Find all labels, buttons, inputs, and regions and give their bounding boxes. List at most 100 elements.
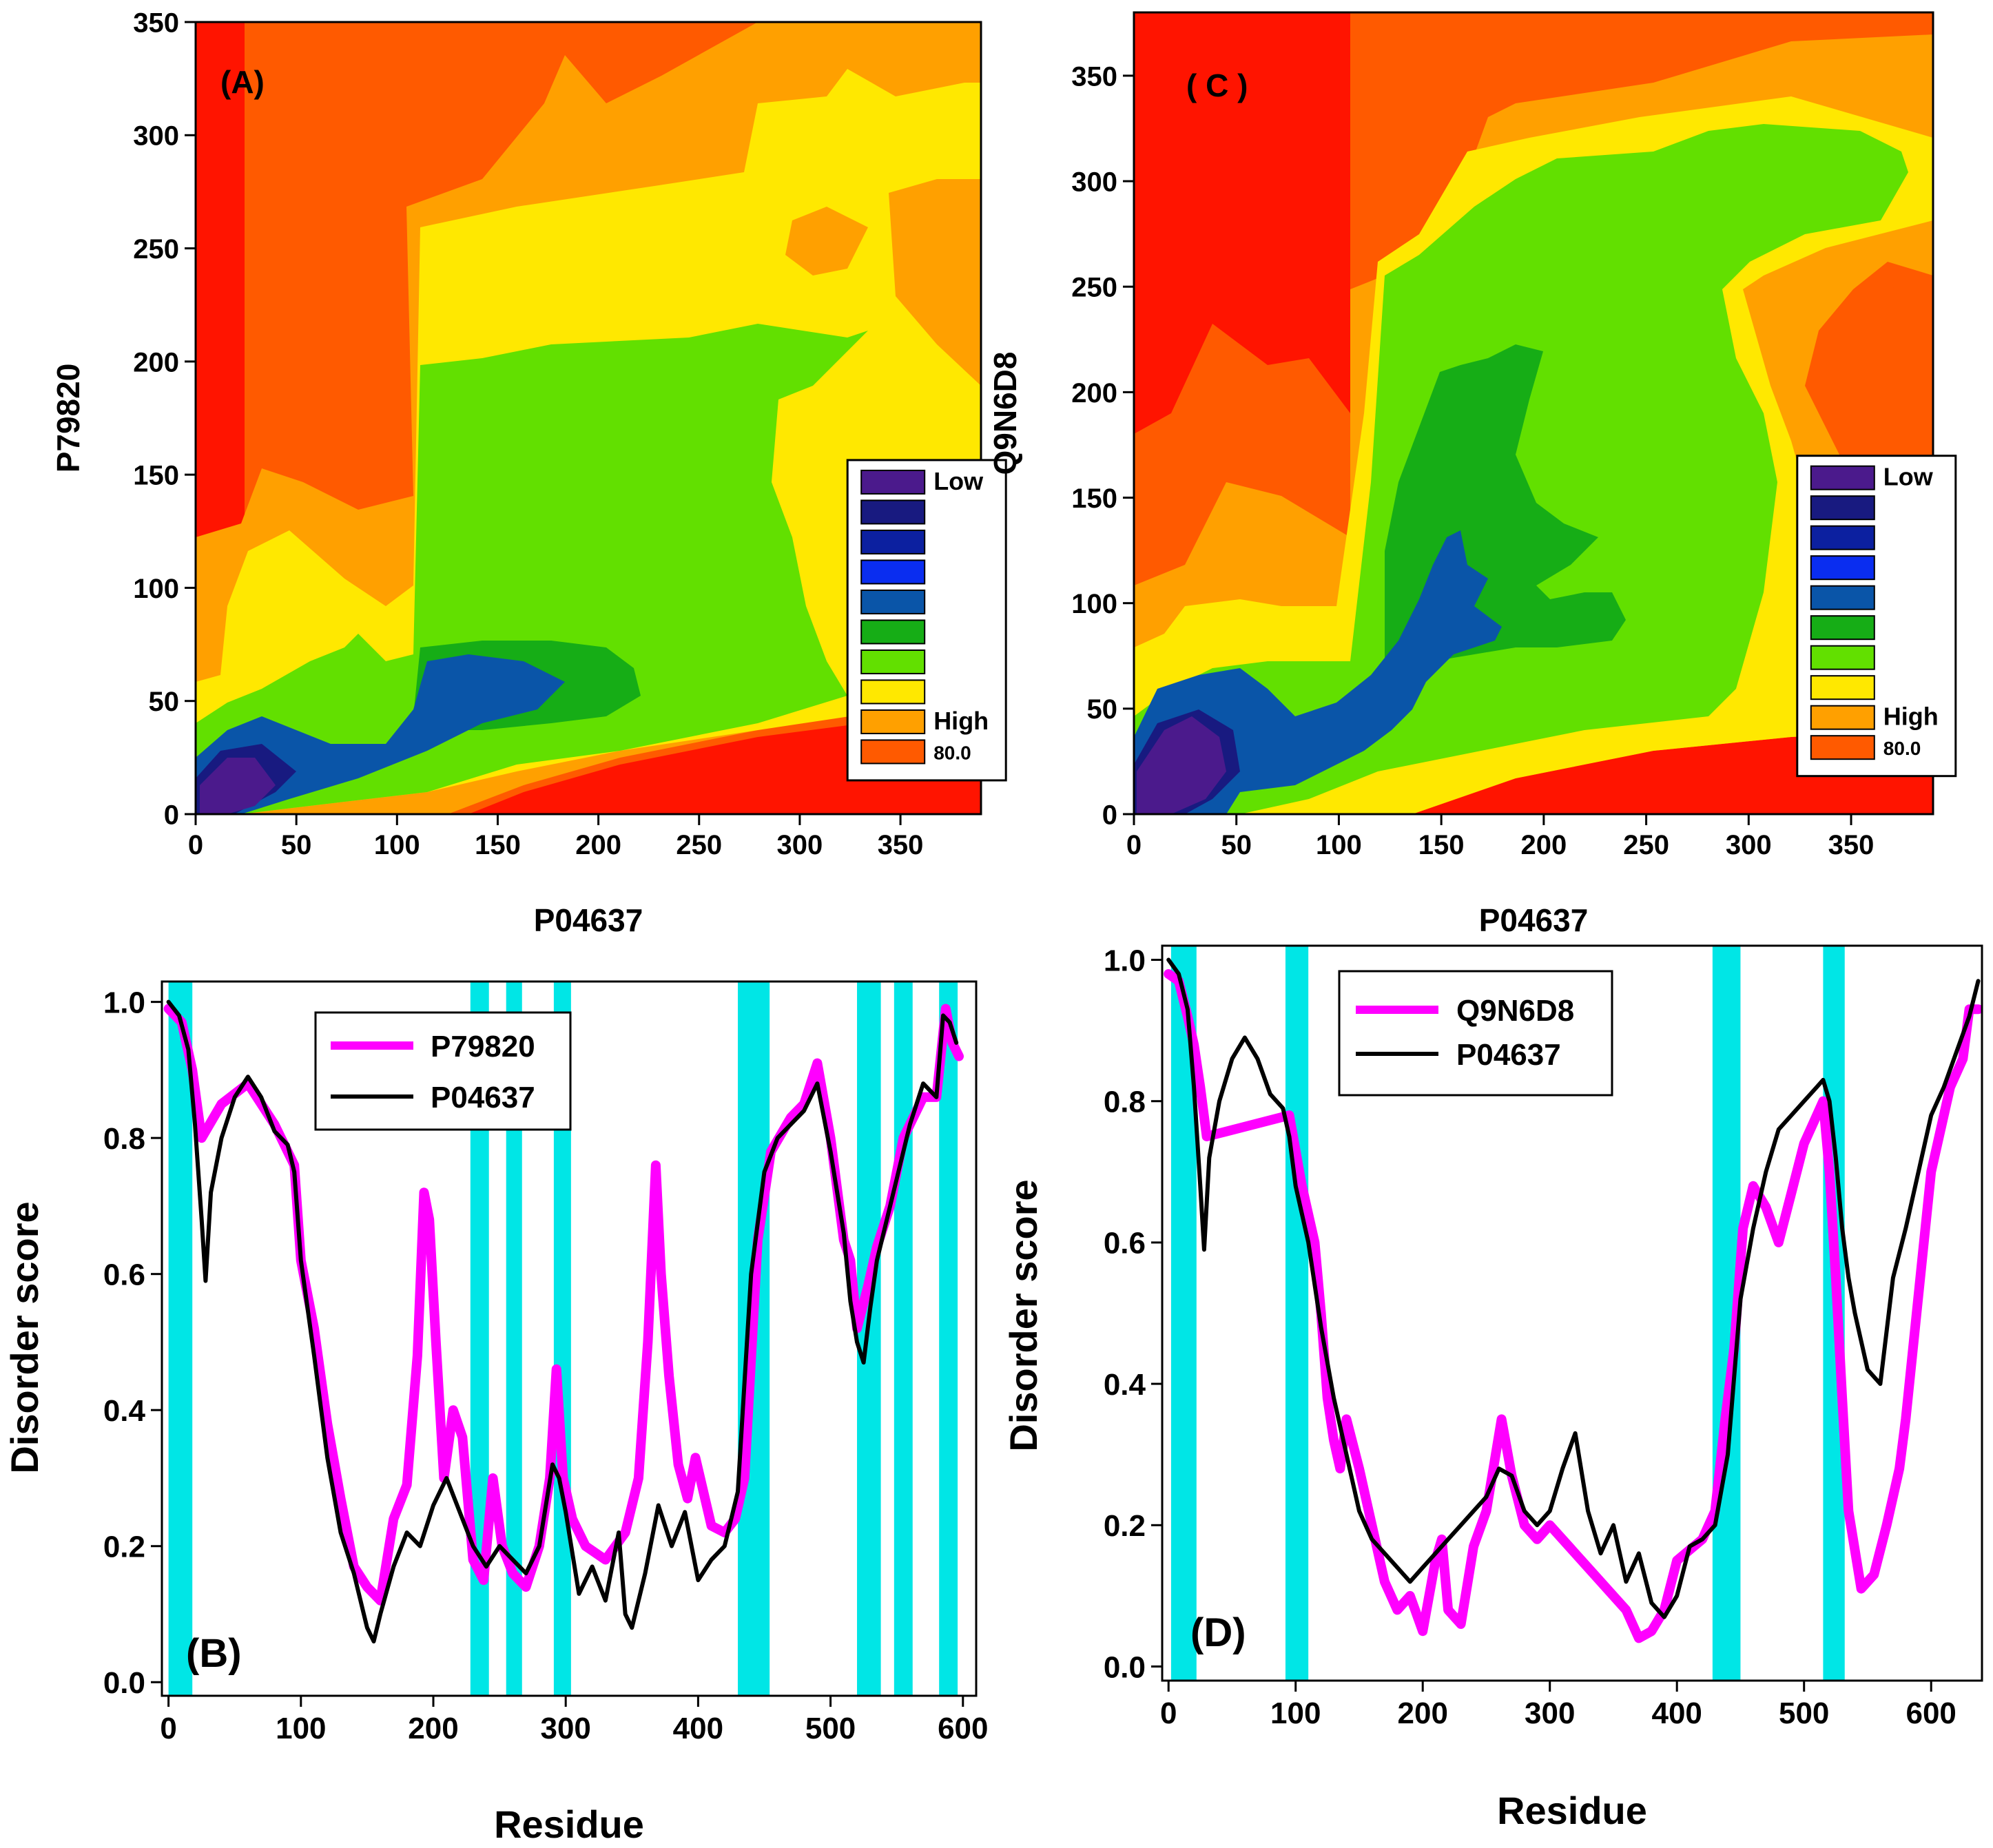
legend-box-d — [1338, 970, 1613, 1097]
line-panel-d: 0 100 200 300 400 500 600 0.0 0.2 0.4 0.6 0.8 1.0 Q9… — [1002, 944, 1983, 1832]
x-tick-label-b-500: 500 — [805, 1712, 856, 1745]
axes-frame-b — [161, 980, 978, 1697]
y-axis-title-b: Disorder score — [3, 1201, 46, 1473]
contour-panel-a: (A) Low High 80.0 0 50 100 150 200 250 300 350 0 50… — [50, 8, 1007, 938]
panel-label-a: (A) — [220, 64, 265, 100]
legend-swatch-c-1 — [1810, 495, 1875, 521]
legend-swatch-c-7 — [1810, 675, 1875, 700]
contour-band-green-light — [196, 324, 868, 814]
highlight-region-b-6 — [894, 982, 913, 1696]
x-tick-label-c-50: 50 — [1221, 830, 1252, 860]
x-tick-label-c-150: 150 — [1418, 830, 1465, 860]
y-tick-label-b-1.0: 1.0 — [103, 986, 145, 1019]
axes-b: 0 100 200 300 400 500 600 0.0 0.2 0.4 0.6 0.8 1.0 — [103, 986, 989, 1745]
x-tick-label-b-400: 400 — [673, 1712, 723, 1745]
highlight-region-b-5 — [857, 982, 881, 1696]
x-tick-label-b-200: 200 — [408, 1712, 458, 1745]
y-tick-label-a-50: 50 — [149, 687, 180, 717]
x-tick-label-c-0: 0 — [1126, 830, 1142, 860]
x-tick-label-a-250: 250 — [676, 830, 722, 860]
y-tick-label-d-0.8: 0.8 — [1104, 1086, 1146, 1119]
y-tick-label-a-300: 300 — [133, 121, 179, 152]
legend-swatch-a-3 — [860, 559, 926, 585]
y-axis-title-a: P79820 — [50, 364, 86, 473]
x-tick-label-a-150: 150 — [475, 830, 521, 860]
y-axis-title-d: Disorder score — [1002, 1179, 1045, 1451]
legend-swatch-a-1 — [860, 499, 926, 525]
y-tick-label-b-0.2: 0.2 — [103, 1530, 145, 1564]
x-axis-title-c: P04637 — [1479, 902, 1589, 938]
y-tick-label-c-150: 150 — [1071, 484, 1117, 514]
axes-c: 0 50 100 150 200 250 300 350 0 50 100 150 200 250 300 3… — [1071, 61, 1874, 860]
legend-label-c-9: 80.0 — [1883, 738, 1921, 759]
legend-swatch-c-4 — [1810, 585, 1875, 610]
panel-label-c: ( C ) — [1186, 68, 1248, 103]
highlight-region-b-2 — [506, 982, 522, 1696]
legend-swatch-c-2 — [1810, 525, 1875, 550]
y-tick-label-a-350: 350 — [133, 8, 179, 38]
legend-label-c-0: Low — [1883, 463, 1934, 491]
y-tick-label-c-0: 0 — [1102, 800, 1117, 830]
x-tick-label-c-200: 200 — [1520, 830, 1567, 860]
x-tick-label-c-350: 350 — [1828, 830, 1875, 860]
y-tick-label-d-0.4: 0.4 — [1104, 1368, 1146, 1402]
series-line-d-p04637 — [1166, 957, 1981, 1619]
legend-swatch-c-8 — [1810, 705, 1875, 730]
highlight-region-b-7 — [939, 982, 958, 1696]
y-tick-label-d-0.2: 0.2 — [1104, 1509, 1146, 1543]
y-tick-label-c-200: 200 — [1071, 378, 1117, 408]
y-tick-label-c-50: 50 — [1087, 694, 1118, 725]
axes-d: 0 100 200 300 400 500 600 0.0 0.2 0.4 0.6 0.8 1.0 — [1104, 944, 1956, 1730]
plot-area-b — [163, 982, 964, 1696]
legend-swatch-a-2 — [860, 529, 926, 554]
y-tick-label-b-0.0: 0.0 — [103, 1666, 145, 1700]
x-tick-label-a-200: 200 — [575, 830, 621, 860]
panel-label-b: (B) — [186, 1631, 242, 1676]
x-axis-title-b: Residue — [494, 1803, 644, 1846]
axes-frame-d — [1161, 944, 1983, 1682]
legend-swatch-c-0 — [1810, 465, 1875, 490]
y-tick-label-d-1.0: 1.0 — [1104, 944, 1146, 977]
y-tick-label-a-100: 100 — [133, 574, 179, 604]
legend-label-p04637-b: P04637 — [431, 1081, 535, 1114]
x-tick-label-b-300: 300 — [540, 1712, 590, 1745]
legend-swatch-a-5 — [860, 619, 926, 645]
x-tick-label-a-50: 50 — [281, 830, 312, 860]
contour-plot-area-c — [1134, 12, 1933, 814]
y-tick-label-b-0.8: 0.8 — [103, 1122, 145, 1156]
y-axis-title-c: Q9N6D8 — [987, 352, 1023, 475]
x-tick-label-d-100: 100 — [1270, 1696, 1321, 1730]
y-tick-label-a-200: 200 — [133, 347, 179, 377]
x-tick-label-b-100: 100 — [276, 1712, 326, 1745]
legend-swatch-c-3 — [1810, 555, 1875, 581]
legend-swatch-a-8 — [860, 709, 926, 734]
y-tick-label-c-250: 250 — [1071, 273, 1117, 303]
contour-band-purple — [200, 758, 276, 814]
x-tick-label-d-200: 200 — [1398, 1696, 1448, 1730]
x-tick-label-a-0: 0 — [188, 830, 203, 860]
legend-label-p79820: P79820 — [431, 1030, 535, 1063]
legend-swatch-a-7 — [860, 679, 926, 705]
x-tick-label-d-300: 300 — [1525, 1696, 1575, 1730]
legend-swatch-a-0 — [860, 469, 926, 495]
y-tick-label-d-0.0: 0.0 — [1104, 1650, 1146, 1684]
x-tick-label-c-250: 250 — [1623, 830, 1669, 860]
y-tick-label-a-0: 0 — [164, 800, 179, 830]
contour-legend-a: Low High 80.0 — [846, 459, 1007, 782]
legend-label-a-0: Low — [933, 467, 984, 495]
legend-label-q9n6d8: Q9N6D8 — [1456, 994, 1574, 1028]
x-tick-label-c-300: 300 — [1726, 830, 1772, 860]
x-tick-label-d-500: 500 — [1779, 1696, 1829, 1730]
legend-swatch-a-9 — [860, 739, 926, 765]
x-tick-label-d-600: 600 — [1906, 1696, 1956, 1730]
panel-label-d: (D) — [1190, 1610, 1246, 1655]
series-line-d-q9n6d8 — [1164, 969, 1983, 1643]
legend-swatch-c-5 — [1810, 615, 1875, 641]
x-axis-title-d: Residue — [1497, 1789, 1647, 1832]
contour-legend-c: Low High 80.0 — [1796, 455, 1957, 778]
x-axis-title-a: P04637 — [534, 902, 643, 938]
highlight-region-d-1 — [1285, 946, 1309, 1681]
legend-label-p04637-d: P04637 — [1456, 1038, 1561, 1072]
